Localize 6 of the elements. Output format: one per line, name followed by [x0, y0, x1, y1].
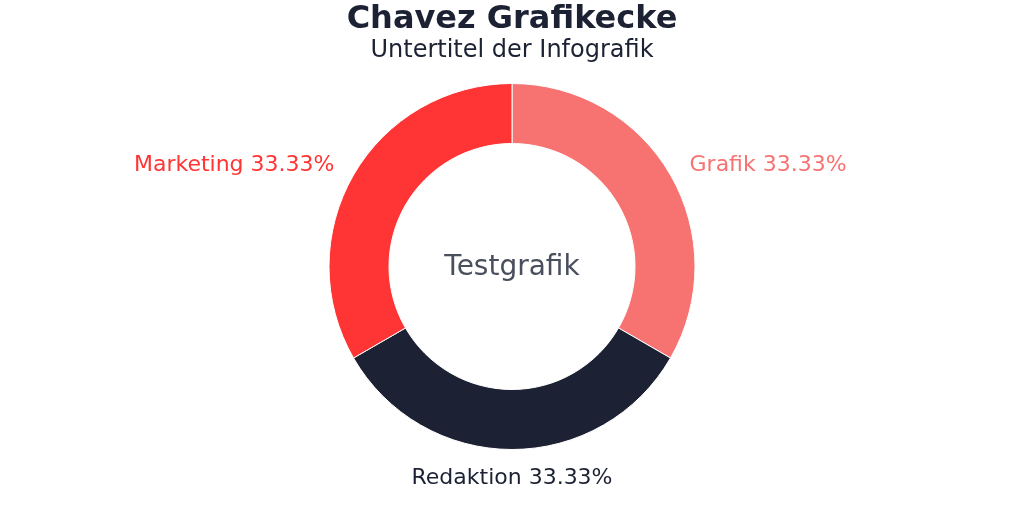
chart-subtitle: Untertitel der Infografik — [370, 35, 654, 63]
slice-label: Grafik 33.33% — [689, 151, 847, 176]
slice-label: Marketing 33.33% — [133, 151, 335, 176]
slice-label: Redaktion 33.33% — [411, 463, 613, 489]
text: Testgrafik — [443, 248, 581, 282]
chart-title: Chavez Grafikecke — [346, 0, 678, 36]
